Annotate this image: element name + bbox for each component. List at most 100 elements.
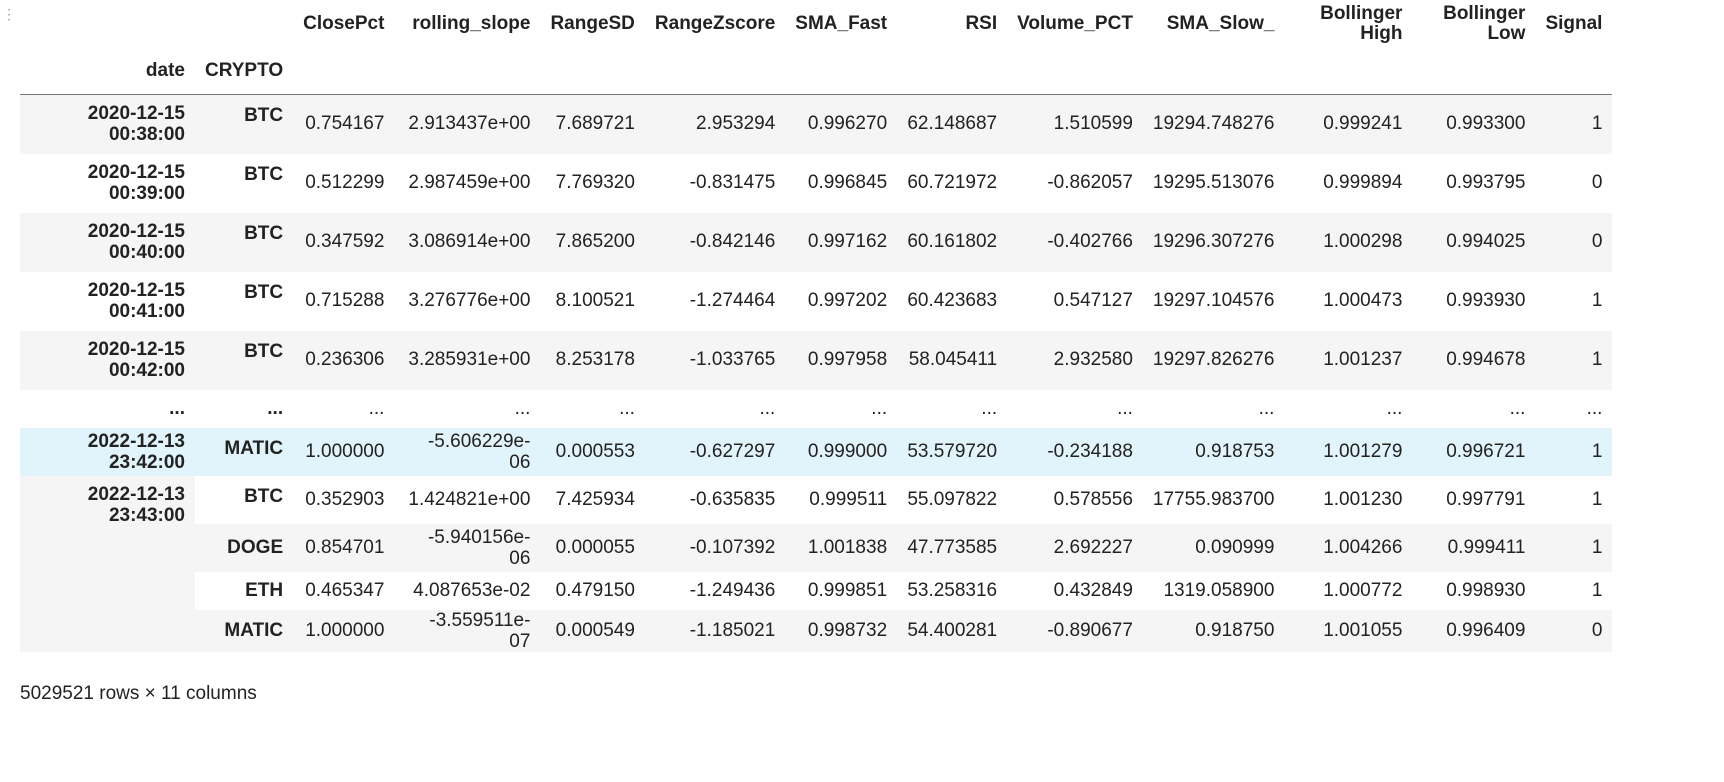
table-cell: ... (759, 397, 776, 419)
table-cell: -0.627297 (644, 427, 786, 476)
index-date-cell: 2020-12-15 00:42:00 (20, 330, 195, 390)
table-cell: 17755.983700 (1152, 488, 1275, 510)
table-cell: 1.001230 (1323, 488, 1403, 510)
table-cell: -0.635835 (689, 488, 776, 510)
table-cell: ... (871, 397, 888, 419)
table-cell: -1.274464 (689, 290, 776, 311)
table-row[interactable]: 2020-12-15 00:38:00 BTC 0.754167 2.913437e+0… (20, 94, 1613, 154)
table-cell: 0.999851 (807, 579, 888, 601)
table-cell: 60.161802 (897, 212, 1008, 272)
index-name-date: date (145, 60, 185, 81)
time-text: 00:42:00 (108, 360, 185, 381)
col-header-text: High (1360, 23, 1403, 44)
index-crypto-cell: BTC (195, 330, 294, 390)
table-cell: 0.465347 (305, 579, 385, 601)
index-crypto-cell: BTC (195, 94, 294, 154)
col-header-volume-pct: Volume_PCT (1017, 13, 1133, 34)
date-text: 2020-12-15 (87, 162, 185, 183)
table-cell: -0.862057 (1047, 172, 1133, 193)
table-cell: 0.996409 (1412, 609, 1536, 652)
table-cell: 8.253178 (540, 330, 645, 390)
cell-gutter-handle[interactable]: ⋮ (2, 6, 16, 22)
table-cell: 0 (1591, 172, 1603, 193)
table-cell: 53.579720 (897, 427, 1008, 476)
table-cell: 7.689721 (540, 94, 645, 154)
table-cell: 0.997202 (807, 290, 888, 311)
date-text: 2020-12-15 (87, 339, 185, 360)
table-cell: ... (1509, 397, 1526, 419)
table-row[interactable]: ....................................... (20, 390, 1612, 428)
table-row[interactable]: 2020-12-15 00:39:00 BTC 0.512299 2.987459e+0… (20, 154, 1612, 213)
time-text: 23:42:00 (108, 451, 185, 473)
table-cell: 2.987459e+00 (408, 172, 531, 193)
table-cell: 0.997791 (1446, 488, 1526, 510)
blank-header (20, 0, 195, 48)
col-header-bollinger-low: Bollinger Low (1412, 0, 1535, 48)
index-crypto-cell: BTC (244, 281, 284, 303)
table-cell: ... (619, 397, 635, 419)
table-cell: 0.000553 (540, 427, 645, 476)
table-cell: ... (1386, 397, 1403, 419)
table-cell: 0.997162 (785, 212, 898, 272)
table-cell: 2.932580 (1007, 330, 1143, 390)
time-text: 00:41:00 (108, 301, 185, 322)
table-cell: 0.996845 (807, 172, 888, 193)
table-cell: 3.086914e+00 (394, 212, 541, 272)
table-cell: 1.004266 (1284, 523, 1413, 572)
index-crypto-cell: MATIC (195, 609, 294, 652)
table-cell: 2.953294 (644, 94, 786, 154)
table-cell: 0.352903 (305, 488, 385, 510)
table-cell: 1.424821e+00 (408, 488, 531, 510)
table-cell: 62.148687 (897, 94, 1008, 154)
date-text: 2020-12-15 (87, 103, 185, 125)
index-crypto-cell: DOGE (195, 523, 294, 572)
date-text: 2020-12-15 (87, 280, 185, 301)
table-cell: 0.918753 (1142, 427, 1285, 476)
table-row[interactable]: MATIC 1.000000 -3.559511e- 07 0.000549 -1.185… (20, 609, 1613, 652)
table-cell: 19296.307276 (1142, 212, 1285, 272)
dataframe-table: ClosePct rolling_slope RangeSD RangeZsco… (20, 0, 1613, 652)
table-cell: 1.000473 (1323, 290, 1403, 311)
time-text: 00:39:00 (108, 183, 185, 204)
table-row[interactable]: ETH 0.465347 4.087653e-02 0.479150 -1.249436… (20, 572, 1612, 610)
table-cell: 0.999241 (1284, 94, 1413, 154)
index-crypto-cell: BTC (244, 163, 284, 185)
table-cell: 3.285931e+00 (394, 330, 541, 390)
table-cell: 0.432849 (1053, 579, 1133, 601)
table-row[interactable]: 2020-12-15 00:42:00 BTC 0.236306 3.285931e+0… (20, 330, 1613, 390)
col-header-bollinger-high: Bollinger High (1284, 0, 1412, 48)
table-row[interactable]: 2022-12-13 23:42:00 MATIC 1.000000 -5.606229… (20, 427, 1613, 476)
table-cell: 1.000772 (1323, 579, 1403, 601)
table-cell: ... (1258, 397, 1275, 419)
index-date-cell: 2020-12-15 00:40:00 (20, 212, 195, 272)
index-crypto-cell: BTC (195, 212, 294, 272)
index-date-cell: ... (20, 390, 195, 428)
table-cell: 0.918750 (1142, 609, 1285, 652)
table-cell: 0.090999 (1142, 523, 1285, 572)
table-cell: 0.347592 (293, 212, 395, 272)
table-cell: -0.831475 (689, 172, 776, 193)
table-row[interactable]: DOGE 0.854701 -5.940156e- 06 0.000055 -0.1073… (20, 523, 1613, 572)
table-cell: ... (981, 397, 998, 419)
table-cell: 3.276776e+00 (408, 290, 531, 311)
table-cell: 0.998930 (1446, 579, 1526, 601)
table-cell: 0.854701 (293, 523, 395, 572)
table-cell: 60.423683 (907, 290, 998, 311)
col-header-sma-slow: SMA_Slow_ (1166, 13, 1275, 34)
index-crypto-cell: MATIC (195, 427, 294, 476)
table-row[interactable]: 2022-12-13 23:43:00 BTC 0.352903 1.424821e+0… (20, 475, 1612, 652)
table-cell: 0.999894 (1323, 172, 1403, 193)
col-header-text: Bollinger (1320, 3, 1403, 24)
table-row[interactable]: 2020-12-15 00:40:00 BTC 0.347592 3.086914e+0… (20, 212, 1613, 272)
col-header-rolling-slope: rolling_slope (412, 13, 531, 34)
table-cell: 54.400281 (897, 609, 1008, 652)
table-cell: 0.754167 (293, 94, 395, 154)
table-cell: 58.045411 (897, 330, 1008, 390)
table-cell: 0.000055 (540, 523, 645, 572)
index-crypto-cell: ETH (245, 579, 284, 601)
table-cell: 60.721972 (907, 172, 998, 193)
table-cell: 53.258316 (907, 579, 998, 601)
table-row[interactable]: 2020-12-15 00:41:00 BTC 0.715288 3.276776e+0… (20, 272, 1612, 331)
time-text: 00:40:00 (108, 242, 185, 263)
table-cell: 4.087653e-02 (413, 579, 531, 601)
